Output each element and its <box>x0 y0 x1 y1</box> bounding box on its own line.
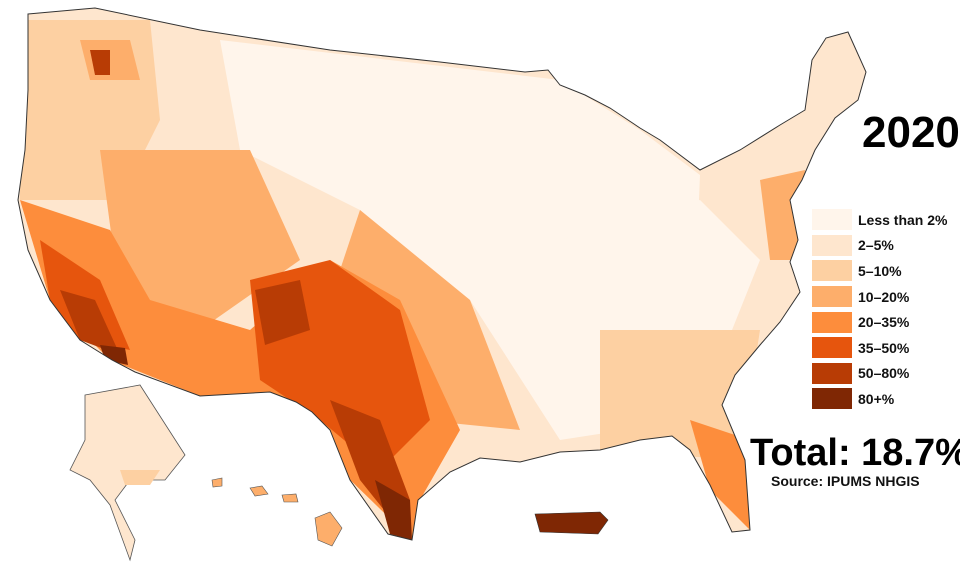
legend-item: 10–20% <box>812 284 947 310</box>
legend-item: Less than 2% <box>812 207 947 233</box>
legend-label: 35–50% <box>858 339 910 356</box>
legend-label: 10–20% <box>858 288 910 305</box>
legend-label: 20–35% <box>858 314 910 331</box>
map-year-title: 2020 <box>862 108 960 157</box>
legend-label: 50–80% <box>858 365 910 382</box>
legend-swatch <box>812 311 852 333</box>
legend-item: 35–50% <box>812 335 947 361</box>
hawaii <box>211 477 343 547</box>
legend-item: 80+% <box>812 386 947 412</box>
legend-swatch <box>812 234 852 256</box>
legend-swatch <box>812 388 852 410</box>
legend-label: 5–10% <box>858 262 902 279</box>
legend-label: 80+% <box>858 390 895 407</box>
legend-item: 2–5% <box>812 233 947 259</box>
legend-item: 5–10% <box>812 258 947 284</box>
legend-label: 2–5% <box>858 237 894 254</box>
legend-item: 50–80% <box>812 361 947 387</box>
legend-swatch <box>812 286 852 308</box>
legend: Less than 2% 2–5% 5–10% 10–20% 20–35% 35–50% 5… <box>812 207 947 412</box>
legend-swatch <box>812 337 852 359</box>
legend-swatch <box>812 209 852 231</box>
total-percentage: Total: 18.7% <box>750 432 960 474</box>
legend-swatch <box>812 362 852 384</box>
source-note: Source: IPUMS NHGIS <box>771 473 920 489</box>
puerto-rico <box>534 511 609 535</box>
legend-label: Less than 2% <box>858 211 948 228</box>
legend-swatch <box>812 260 852 282</box>
legend-item: 20–35% <box>812 309 947 335</box>
